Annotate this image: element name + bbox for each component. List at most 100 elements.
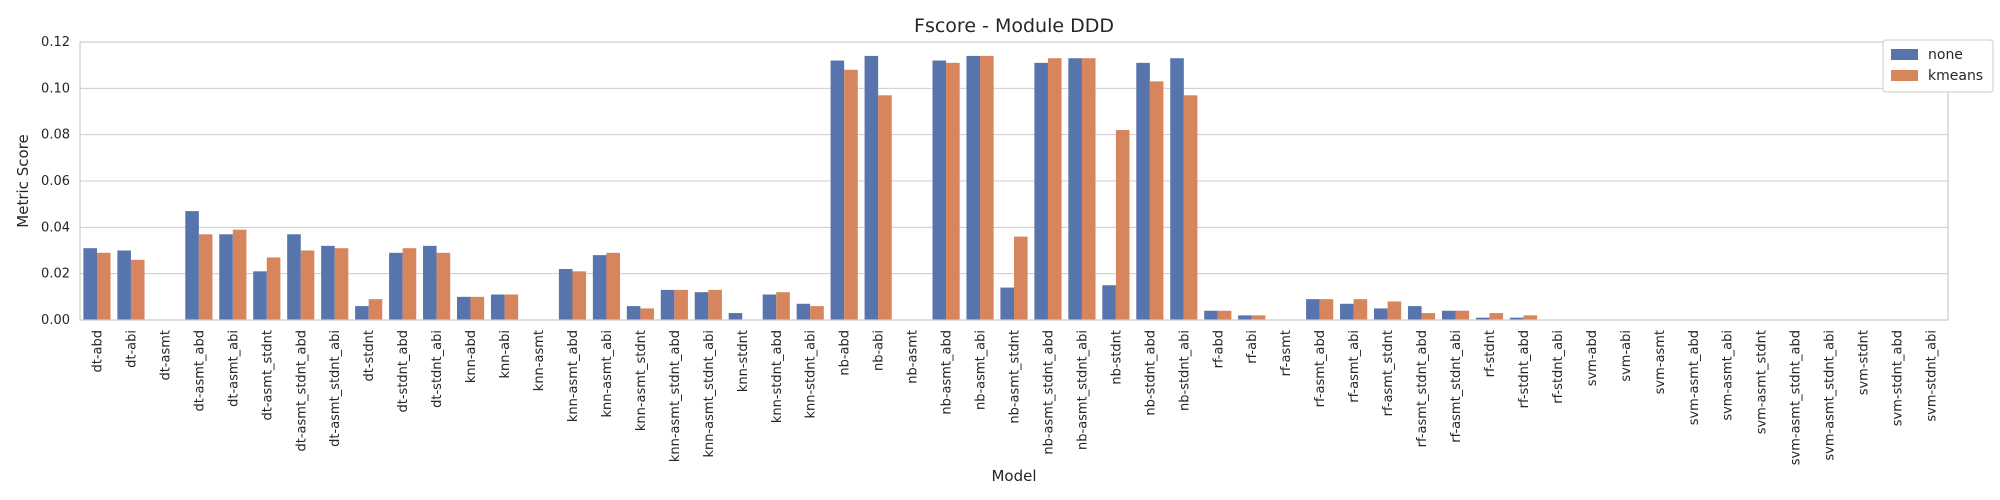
y-tick-label: 0.00 <box>41 313 70 328</box>
x-tick-label: svm-stdnt_abi <box>1925 330 1940 422</box>
bar-none-dt-asmt_abd <box>185 211 199 320</box>
x-tick-label: knn-asmt_stdnt_abi <box>702 330 717 458</box>
y-tick-label: 0.08 <box>41 128 70 143</box>
x-tick-label: rf-stdnt <box>1483 330 1498 377</box>
legend-label-kmeans: kmeans <box>1928 68 1983 84</box>
bar-none-rf-asmt_stdnt_abd <box>1407 306 1422 320</box>
x-tick-label: nb-asmt_stdnt_abi <box>1075 330 1090 450</box>
bar-none-rf-abd <box>1204 310 1218 320</box>
bar-kmeans-knn-stdnt_abd <box>776 292 790 320</box>
bar-kmeans-nb-stdnt <box>1115 130 1130 320</box>
bar-none-nb-asmt_stdnt <box>1000 287 1014 320</box>
x-tick-label: svm-asmt_abi <box>1721 330 1736 421</box>
bar-kmeans-rf-asmt_stdnt_abd <box>1421 313 1436 320</box>
bar-kmeans-dt-asmt_stdnt_abi <box>334 248 349 320</box>
x-tick-label: knn-asmt <box>532 330 547 391</box>
chart-title: Fscore - Module DDD <box>914 15 1114 37</box>
x-tick-label: dt-asmt_abd <box>192 330 207 412</box>
x-tick-label: nb-abd <box>838 330 853 376</box>
x-tick-label: nb-asmt_stdnt <box>1008 330 1023 424</box>
bar-none-rf-stdnt <box>1475 317 1490 320</box>
x-tick-label: dt-abd <box>90 330 105 373</box>
x-tick-label: svm-abd <box>1585 330 1600 386</box>
bar-none-nb-asmt_abd <box>932 60 947 321</box>
x-tick-label: knn-stdnt <box>736 330 751 392</box>
y-tick-label: 0.04 <box>41 220 70 235</box>
bars <box>83 55 1538 321</box>
x-tick-label: nb-stdnt_abi <box>1177 330 1192 411</box>
x-tick-label: rf-abd <box>1211 330 1226 368</box>
x-tick-label: svm-abi <box>1619 330 1634 382</box>
bar-kmeans-knn-asmt_stdnt_abd <box>674 289 688 320</box>
bar-kmeans-dt-abd <box>96 252 111 320</box>
y-tick-label: 0.10 <box>41 81 70 96</box>
y-tick-label: 0.12 <box>41 35 70 50</box>
bar-none-dt-stdnt <box>355 306 369 320</box>
bar-none-dt-stdnt_abd <box>389 252 403 320</box>
x-tick-label: dt-asmt_stdnt_abi <box>328 330 343 447</box>
bar-kmeans-knn-abd <box>470 296 485 320</box>
x-tick-label: nb-stdnt <box>1109 330 1124 385</box>
bar-kmeans-nb-asmt_stdnt <box>1014 236 1028 320</box>
x-tick-label: rf-asmt_stdnt <box>1381 330 1396 416</box>
bar-none-knn-asmt_stdnt <box>626 306 641 320</box>
x-tick-label: knn-abd <box>464 330 479 383</box>
bar-kmeans-rf-stdnt_abd <box>1523 315 1538 320</box>
bar-kmeans-dt-asmt_abi <box>232 229 247 320</box>
bar-kmeans-dt-asmt_abd <box>198 234 213 320</box>
x-tick-label: rf-asmt_stdnt_abd <box>1415 330 1430 447</box>
bar-none-nb-asmt_stdnt_abi <box>1068 58 1082 320</box>
x-tick-label: svm-asmt_stdnt <box>1755 330 1770 434</box>
bar-kmeans-rf-asmt_stdnt <box>1387 301 1402 320</box>
bar-none-dt-asmt_stdnt_abd <box>287 234 301 320</box>
bar-none-nb-abi <box>864 55 879 321</box>
bar-kmeans-nb-abi <box>878 95 892 321</box>
bar-kmeans-knn-asmt_stdnt_abi <box>708 289 722 320</box>
bar-none-nb-asmt_abi <box>966 55 981 321</box>
bar-none-dt-stdnt_abi <box>423 245 437 320</box>
x-tick-label: svm-asmt_abd <box>1687 330 1702 425</box>
legend-swatch-none <box>1891 49 1918 60</box>
bar-kmeans-rf-asmt_abi <box>1353 299 1368 320</box>
bar-none-dt-asmt_stdnt <box>253 271 267 320</box>
y-tick-label: 0.02 <box>41 267 70 282</box>
bar-none-knn-asmt_abd <box>558 269 573 320</box>
bar-kmeans-nb-asmt_stdnt_abd <box>1047 58 1062 320</box>
bar-kmeans-dt-asmt_stdnt <box>266 257 281 320</box>
bar-none-nb-stdnt_abi <box>1170 58 1184 320</box>
x-tick-label: nb-asmt <box>906 330 921 384</box>
bar-none-knn-asmt_stdnt_abd <box>660 289 675 320</box>
bar-none-rf-asmt_stdnt <box>1374 308 1388 320</box>
x-tick-label: rf-stdnt_abi <box>1551 330 1566 404</box>
bar-none-rf-stdnt_abd <box>1509 317 1524 320</box>
bar-kmeans-nb-stdnt_abd <box>1149 81 1164 320</box>
x-tick-label: dt-asmt_abi <box>226 330 241 407</box>
bar-kmeans-knn-asmt_abi <box>606 252 621 320</box>
bar-none-rf-asmt_stdnt_abi <box>1441 310 1456 320</box>
bar-kmeans-dt-asmt_stdnt_abd <box>300 250 315 320</box>
y-axis-label: Metric Score <box>14 134 32 227</box>
x-tick-label: svm-stdnt_abd <box>1891 330 1906 426</box>
x-tick-label: dt-stdnt <box>362 330 377 382</box>
x-tick-label: nb-asmt_abi <box>974 330 989 410</box>
x-tick-label: dt-asmt_stdnt <box>260 330 275 421</box>
y-tick-label: 0.06 <box>41 174 70 189</box>
bar-none-dt-abi <box>117 250 131 320</box>
x-tick-label: rf-asmt <box>1279 330 1294 376</box>
legend: none kmeans <box>1882 39 1994 93</box>
x-tick-label: knn-asmt_stdnt_abd <box>668 330 683 462</box>
bar-none-dt-abd <box>83 248 97 320</box>
plot-frame <box>79 41 1949 321</box>
bar-none-knn-stdnt_abd <box>762 294 777 320</box>
x-tick-label: dt-stdnt_abi <box>430 330 445 408</box>
bar-none-knn-stdnt <box>728 313 743 320</box>
y-tick-labels: 0.00 0.02 0.04 0.06 0.08 0.10 0.12 <box>41 35 70 328</box>
x-tick-label: rf-abi <box>1245 330 1260 364</box>
bar-kmeans-rf-abd <box>1217 310 1232 320</box>
bar-kmeans-knn-abi <box>504 294 519 320</box>
bar-kmeans-knn-asmt_stdnt <box>640 308 654 320</box>
bar-none-nb-stdnt_abd <box>1136 62 1150 320</box>
bar-none-knn-abi <box>490 294 505 320</box>
x-tick-label: dt-stdnt_abd <box>396 330 411 412</box>
bar-none-knn-asmt_stdnt_abi <box>694 292 709 320</box>
